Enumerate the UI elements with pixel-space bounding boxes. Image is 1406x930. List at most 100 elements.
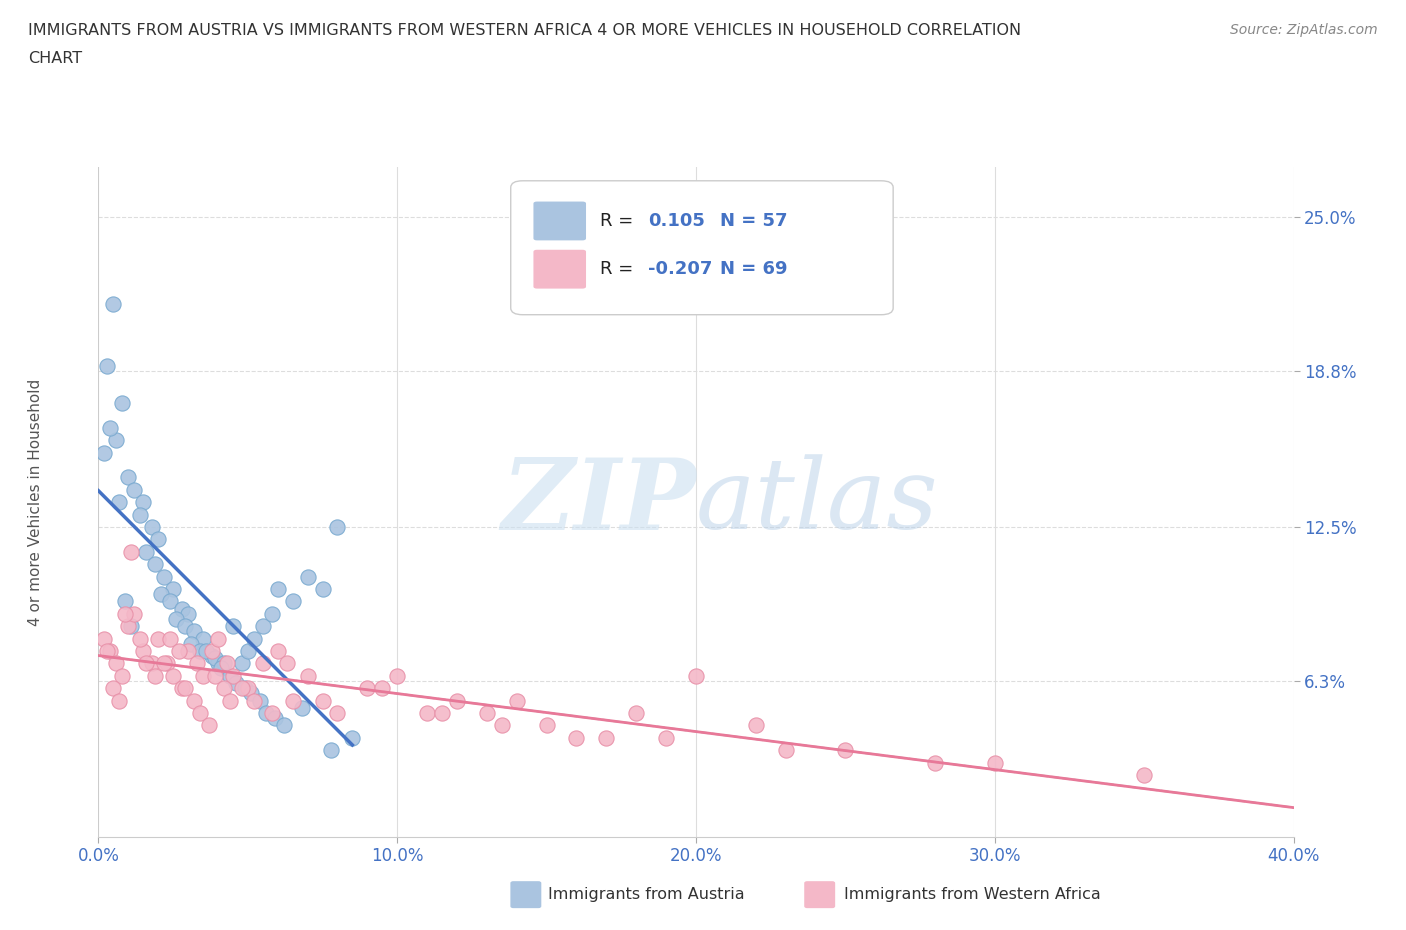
Point: [342, 730, 364, 745]
Point: [491, 718, 513, 733]
Point: [239, 685, 262, 700]
Point: [267, 644, 290, 658]
Point: [167, 644, 190, 658]
Point: [103, 681, 125, 696]
Text: CHART: CHART: [28, 51, 82, 66]
Point: [565, 730, 588, 745]
Point: [212, 656, 235, 671]
Point: [233, 681, 256, 696]
Point: [188, 644, 211, 658]
Point: [188, 706, 211, 721]
Point: [371, 681, 394, 696]
Text: N = 57: N = 57: [720, 212, 787, 230]
Text: R =: R =: [600, 260, 640, 278]
Text: 0.105: 0.105: [648, 212, 704, 230]
Point: [416, 706, 439, 721]
Point: [655, 730, 678, 745]
Point: [120, 544, 142, 559]
Point: [249, 693, 271, 708]
Point: [1133, 767, 1156, 782]
Point: [114, 606, 136, 621]
Point: [243, 631, 266, 646]
Point: [177, 644, 200, 658]
Point: [276, 656, 298, 671]
Point: [124, 606, 146, 621]
Point: [174, 681, 197, 696]
Point: [215, 656, 238, 671]
Point: [159, 594, 181, 609]
Point: [219, 669, 242, 684]
Point: [983, 755, 1005, 770]
Point: [124, 483, 146, 498]
Point: [207, 656, 229, 671]
Text: atlas: atlas: [696, 455, 939, 550]
Point: [162, 581, 184, 596]
Point: [834, 743, 856, 758]
Point: [281, 594, 304, 609]
FancyBboxPatch shape: [804, 882, 835, 908]
Point: [290, 700, 312, 715]
Point: [222, 618, 245, 633]
Point: [207, 631, 229, 646]
Point: [231, 656, 253, 671]
Point: [225, 676, 247, 691]
Point: [236, 681, 259, 696]
FancyBboxPatch shape: [533, 202, 586, 240]
Point: [252, 618, 274, 633]
Point: [219, 693, 242, 708]
Point: [260, 606, 283, 621]
Point: [129, 631, 152, 646]
Point: [96, 358, 118, 373]
Point: [150, 587, 173, 602]
Point: [111, 669, 134, 684]
Point: [135, 656, 157, 671]
Point: [260, 706, 283, 721]
Point: [105, 656, 128, 671]
Point: [430, 706, 453, 721]
Point: [191, 669, 214, 684]
Point: [172, 681, 194, 696]
Point: [243, 693, 266, 708]
Point: [183, 624, 205, 639]
Point: [93, 631, 115, 646]
Text: Source: ZipAtlas.com: Source: ZipAtlas.com: [1230, 23, 1378, 37]
Point: [148, 532, 170, 547]
Text: R =: R =: [600, 212, 640, 230]
Point: [595, 730, 617, 745]
Point: [141, 656, 163, 671]
Point: [311, 581, 333, 596]
Point: [132, 495, 155, 510]
Point: [156, 656, 179, 671]
Point: [231, 681, 253, 696]
Point: [204, 651, 226, 666]
Point: [177, 606, 200, 621]
Point: [446, 693, 468, 708]
Point: [775, 743, 797, 758]
Point: [281, 693, 304, 708]
Point: [209, 661, 232, 676]
Point: [356, 681, 378, 696]
Point: [120, 618, 142, 633]
Text: -0.207: -0.207: [648, 260, 713, 278]
Point: [96, 644, 118, 658]
Point: [111, 395, 134, 410]
Text: ZIP: ZIP: [501, 454, 696, 551]
Point: [385, 669, 409, 684]
Point: [326, 520, 349, 535]
Point: [129, 507, 152, 522]
Point: [201, 648, 224, 663]
Point: [153, 656, 176, 671]
Point: [186, 656, 208, 671]
FancyBboxPatch shape: [510, 882, 541, 908]
Point: [135, 544, 157, 559]
Point: [180, 636, 202, 651]
Point: [745, 718, 768, 733]
Point: [321, 743, 343, 758]
FancyBboxPatch shape: [533, 250, 586, 288]
Point: [114, 594, 136, 609]
Point: [685, 669, 707, 684]
Point: [924, 755, 946, 770]
Point: [297, 669, 319, 684]
Text: 4 or more Vehicles in Household: 4 or more Vehicles in Household: [28, 379, 42, 626]
Point: [108, 495, 131, 510]
